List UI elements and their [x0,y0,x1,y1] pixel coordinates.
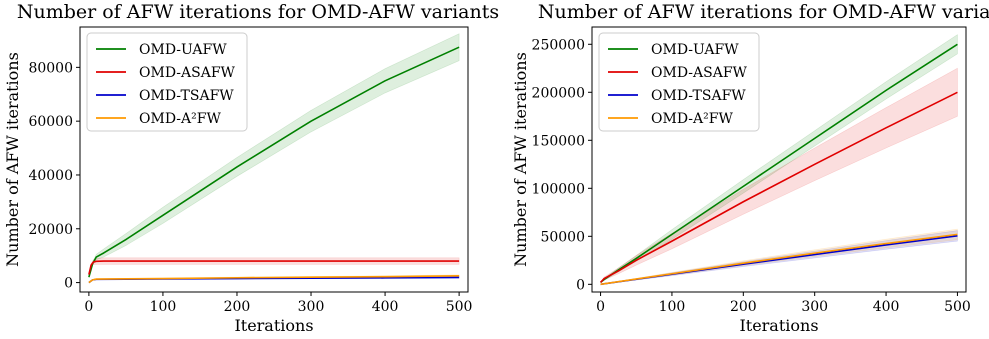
y-tick-label: 0 [64,276,73,292]
axes-frame [79,26,469,293]
series-line-2 [88,260,460,275]
chart-panel-1: 0 100 200 300 400 500 0 20000 40000 60000 80000 Num… [3,1,499,335]
legend-label: OMD-A²FW [139,111,221,127]
legend-label: OMD-TSAFW [139,88,234,104]
x-tick-label: 0 [596,299,605,315]
x-tick-label: 0 [84,299,93,315]
x-tick-label: 500 [944,299,971,315]
legend-box [86,32,248,132]
x-tick-label: 500 [446,299,473,315]
chart-title: Number of AFW iterations for OMD-AFW var… [538,1,989,23]
x-tick-label: 100 [150,299,177,315]
x-tick-label: 200 [224,299,251,315]
plot-area [88,33,460,284]
legend-box [598,32,760,132]
axes-frame [591,26,967,293]
y-tick-label: 80000 [28,60,73,76]
legend-label: OMD-ASAFW [651,65,748,81]
x-tick-label: 300 [801,299,828,315]
y-tick-label: 250000 [532,37,585,53]
chart-title: Number of AFW iterations for OMD-AFW var… [17,1,499,23]
y-tick-label: 150000 [532,133,585,149]
y-axis-label: Number of AFW iterations [3,52,22,267]
x-tick-label: 100 [659,299,686,315]
legend: OMD-UAFW OMD-ASAFW OMD-TSAFW OMD-A²FW [86,32,248,132]
x-tick-label: 400 [372,299,399,315]
legend-label: OMD-TSAFW [651,88,746,104]
y-tick-label: 0 [576,277,585,293]
x-axis-label: Iterations [739,316,818,335]
y-tick-label: 100000 [532,181,585,197]
legend: OMD-UAFW OMD-ASAFW OMD-TSAFW OMD-A²FW [598,32,760,132]
chart-panel-2: 0 100 200 300 400 500 0 50000 100000 150000 200000… [511,1,989,335]
legend-label: OMD-UAFW [139,42,227,58]
y-tick-label: 20000 [28,222,73,238]
legend-label: OMD-UAFW [651,42,739,58]
y-tick-label: 50000 [540,229,585,245]
legend-label: OMD-ASAFW [139,65,236,81]
plot-area [599,34,958,286]
y-tick-label: 60000 [28,114,73,130]
series-line-4 [88,275,460,284]
series-line-1 [88,46,460,278]
x-tick-label: 300 [298,299,325,315]
x-axis-label: Iterations [234,316,313,335]
x-tick-label: 400 [873,299,900,315]
series-line-2 [599,91,958,283]
y-tick-label: 40000 [28,168,73,184]
x-tick-label: 200 [730,299,757,315]
legend-label: OMD-A²FW [651,111,733,127]
y-tick-label: 200000 [532,85,585,101]
series-line-4 [600,233,958,286]
y-axis-label: Number of AFW iterations [511,52,530,267]
